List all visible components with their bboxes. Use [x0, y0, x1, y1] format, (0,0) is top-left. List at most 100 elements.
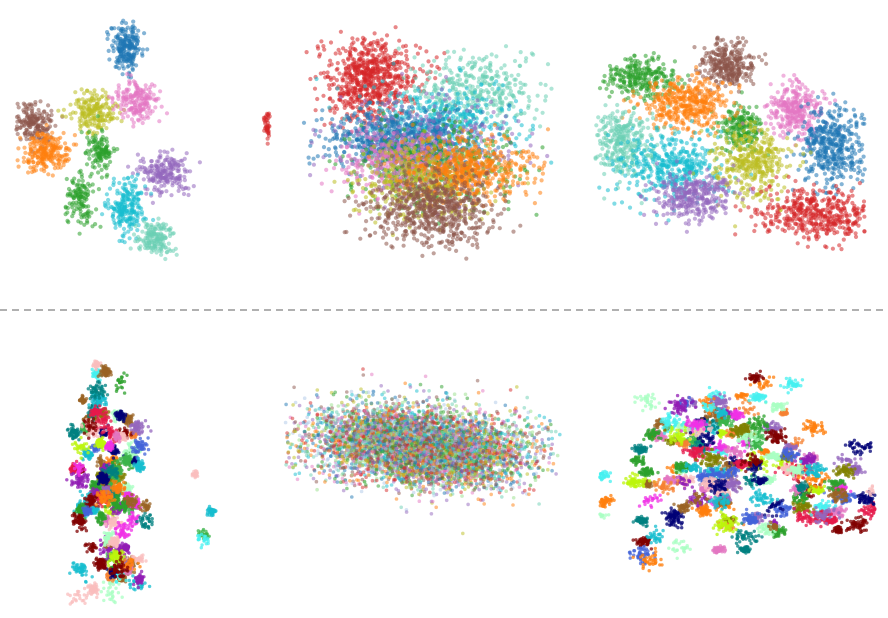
- scatter-point: [41, 145, 45, 149]
- scatter-point: [137, 238, 141, 242]
- scatter-point: [402, 76, 406, 80]
- scatter-point: [396, 81, 400, 85]
- scatter-point: [100, 129, 104, 133]
- scatter-point: [457, 83, 461, 87]
- scatter-point: [338, 124, 342, 128]
- scatter-point: [498, 97, 502, 101]
- scatter-point: [332, 123, 336, 127]
- scatter-point: [353, 86, 357, 90]
- scatter-point: [484, 98, 488, 102]
- scatter-point: [59, 145, 63, 149]
- scatter-point: [531, 124, 535, 128]
- scatter-point: [513, 59, 517, 63]
- scatter-point: [16, 146, 20, 150]
- scatter-point: [443, 97, 447, 101]
- scatter-point: [159, 253, 163, 257]
- scatter-point: [111, 46, 115, 50]
- scatter-point: [84, 122, 88, 126]
- scatter-point: [82, 184, 86, 188]
- scatter-point: [35, 155, 39, 159]
- scatter-point: [355, 37, 359, 41]
- scatter-point: [535, 108, 539, 112]
- scatter-point: [434, 70, 438, 74]
- scatter-point: [503, 63, 507, 67]
- scatter-point: [383, 124, 387, 128]
- scatter-point: [178, 179, 182, 183]
- scatter-point: [447, 119, 451, 123]
- scatter-point: [124, 21, 128, 25]
- scatter-point: [149, 159, 153, 163]
- scatter-point: [78, 120, 82, 124]
- scatter-point: [480, 97, 484, 101]
- scatter-point: [51, 173, 55, 177]
- scatter-point: [484, 116, 488, 120]
- scatter-point: [386, 119, 390, 123]
- scatter-point: [77, 202, 81, 206]
- scatter-point: [266, 131, 270, 135]
- scatter-point: [507, 107, 511, 111]
- scatter-point: [397, 125, 401, 129]
- scatter-point: [124, 92, 128, 96]
- scatter-point: [466, 63, 470, 67]
- scatter-point: [159, 191, 163, 195]
- scatter-point: [521, 83, 525, 87]
- scatter-point: [549, 161, 553, 165]
- scatter-point: [506, 154, 510, 158]
- scatter-point: [312, 157, 316, 161]
- scatter-point: [402, 84, 406, 88]
- scatter-point: [135, 84, 139, 88]
- scatter-point: [359, 123, 363, 127]
- scatter-point: [375, 63, 379, 67]
- scatter-point: [56, 109, 60, 113]
- scatter-point: [433, 140, 437, 144]
- scatter-point: [319, 39, 323, 43]
- scatter-point: [119, 202, 123, 206]
- scatter-point: [63, 141, 67, 145]
- scatter-point: [505, 143, 509, 147]
- scatter-point: [501, 145, 505, 149]
- scatter-point: [85, 162, 89, 166]
- scatter-point: [517, 132, 521, 136]
- scatter-point: [397, 47, 401, 51]
- scatter-point: [134, 33, 138, 37]
- scatter-point: [22, 102, 26, 106]
- scatter-point: [131, 124, 135, 128]
- scatter-point: [409, 67, 413, 71]
- scatter-point: [320, 108, 324, 112]
- scatter-point: [481, 110, 485, 114]
- scatter-point: [112, 207, 116, 211]
- scatter-point: [87, 104, 91, 108]
- scatter-point: [404, 111, 408, 115]
- scatter-point: [42, 109, 46, 113]
- scatter-point: [414, 44, 418, 48]
- scatter-point: [427, 76, 431, 80]
- scatter-point: [33, 100, 37, 104]
- scatter-point: [402, 118, 406, 122]
- scatter-point: [467, 90, 471, 94]
- scatter-point: [495, 70, 499, 74]
- scatter-point: [16, 102, 20, 106]
- scatter-point: [465, 104, 469, 108]
- scatter-point: [544, 94, 548, 98]
- scatter-point: [385, 33, 389, 37]
- scatter-point: [433, 76, 437, 80]
- scatter-point: [65, 210, 69, 214]
- scatter-point: [164, 189, 168, 193]
- scatter-point: [500, 101, 504, 105]
- scatter-point: [433, 87, 437, 91]
- scatter-point: [77, 206, 81, 210]
- scatter-point: [132, 94, 136, 98]
- scatter-point: [79, 105, 83, 109]
- scatter-point: [533, 116, 537, 120]
- scatter-point: [67, 157, 71, 161]
- scatter-point: [131, 189, 135, 193]
- scatter-point: [14, 128, 18, 132]
- scatter-point: [93, 121, 97, 125]
- scatter-point: [151, 171, 155, 175]
- scatter-point: [363, 37, 367, 41]
- scatter-point: [135, 228, 139, 232]
- scatter-point: [151, 201, 155, 205]
- scatter-point: [130, 30, 134, 34]
- scatter-point: [464, 119, 468, 123]
- scatter-point: [46, 103, 50, 107]
